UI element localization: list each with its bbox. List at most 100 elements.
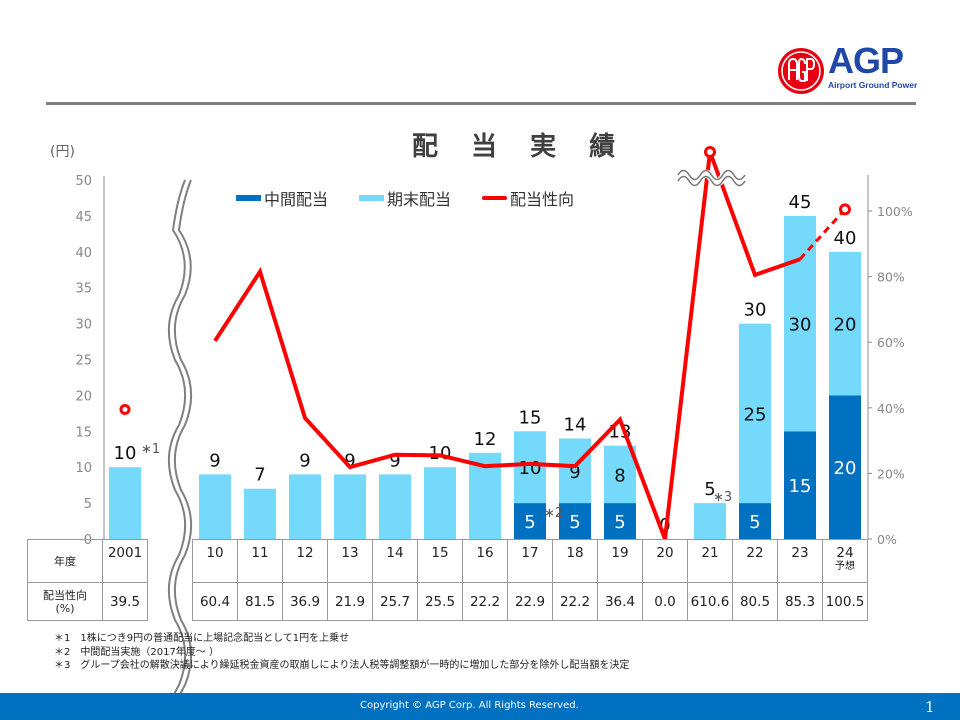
payout-marker-2001 [119,403,131,415]
scale-break-line [677,169,746,181]
y2-tick-label: 0% [877,532,897,547]
logo-name: AGP [828,40,904,81]
bar-total-label: 9 [209,450,220,471]
bar-yearend [829,251,861,396]
bar-yearend [289,474,321,539]
bar-interim [514,503,546,539]
table-cell-payout: 22.2 [462,582,508,621]
payout-marker-clipped [704,146,716,158]
table-cell-payout: 22.2 [552,582,598,621]
page-number: 1 [925,698,935,716]
footnote-2: ＊2 中間配当実施（2017年度～ ） [54,646,219,658]
bar-yearend [379,474,411,539]
table-cell-year: 19 [597,539,643,583]
footnotes: ＊1 1株につき9円の普通配当に上場記念配当として1円を上乗せ ＊2 中間配当実… [54,632,629,673]
footer-bar: Copyright © AGP Corp. All Rights Reserve… [0,693,960,720]
y-tick-label: 5 [84,497,92,512]
y2-tick-label: 40% [877,401,905,416]
bar-interim-label: 5 [749,512,760,533]
bar-yearend [604,445,636,504]
y-tick-label: 35 [75,282,92,297]
legend-item-interim: 中間配当 [236,186,328,210]
bar-yearend-label: 9 [569,462,580,483]
scale-break-line [677,175,746,187]
axis-break-bg [167,178,193,720]
table-cell-payout: 36.9 [282,582,328,621]
table-break-cell [147,582,193,621]
bar-yearend [739,323,771,504]
bar-total-label: 40 [834,228,857,249]
table-cell-payout: 610.6 [687,582,733,621]
table-cell-year: 21 [687,539,733,583]
bar-interim [784,431,816,539]
table-cell-year: 2001 [102,539,148,583]
bar-yearend [424,467,456,539]
y-tick-label: 25 [75,354,92,369]
table-cell-year: 12 [282,539,328,583]
table-header-payout: 配当性向 (%) [27,582,103,621]
table-cell-year: 16 [462,539,508,583]
bar-total-label: 9 [299,450,310,471]
bar-total-label: 9 [344,450,355,471]
logo-tagline: Airport Ground Power [828,80,918,90]
bar-interim [559,503,591,539]
payout-marker-forecast [839,203,851,216]
annotation-mark: ∗1 [141,442,160,457]
copyright-text: Copyright © AGP Corp. All Rights Reserve… [360,700,579,711]
legend-label-payout: 配当性向 [510,190,575,209]
bar-total-label: 10 [114,443,137,464]
bar-total-label: 45 [789,192,812,213]
bar-yearend-label: 20 [834,315,857,336]
table-cell-year-forecast: 24 予想 [822,539,868,583]
bar-yearend [514,431,546,504]
axis-break-line [173,179,193,720]
bar-total-label: 14 [564,414,587,435]
company-logo: AGP Airport Ground Power [776,40,926,96]
table-cell-year: 22 [732,539,778,583]
bar-yearend [694,503,726,539]
bar-yearend-label: 25 [744,404,767,425]
table-cell-year: 17 [507,539,553,583]
bar-total-label: 9 [389,450,400,471]
bar-yearend [109,467,141,539]
legend-swatch-interim [236,195,261,201]
table-cell-payout: 39.5 [102,582,148,621]
annotation-mark: ∗2 [544,506,563,521]
y-axis-unit: (円) [50,144,75,160]
annotation-mark: ∗3 [713,490,732,505]
table-row-years: 年度 2001 10 11 12 13 14 15 16 17 18 19 20… [27,539,868,583]
legend-label-interim: 中間配当 [264,190,329,209]
bar-yearend [559,438,591,504]
bar-yearend [244,488,276,539]
payout-unit: (%) [55,601,75,615]
bar-interim-label: 15 [789,476,812,497]
bar-total-label: 15 [519,407,542,428]
table-cell-year: 10 [192,539,238,583]
table-cell-year: 14 [372,539,418,583]
legend-swatch-yearend [359,195,384,201]
table-cell-payout: 80.5 [732,582,778,621]
table-cell-year: 23 [777,539,823,583]
bar-total-label: 12 [474,429,497,450]
footnote-3: ＊3 グループ会社の解散決議により繰延税金資産の取崩しにより法人税等調整額が一時… [54,660,630,671]
table-cell-payout: 100.5 [822,582,868,621]
table-header-year: 年度 [27,539,103,583]
table-cell-year: 11 [237,539,283,583]
bar-interim-label: 5 [614,512,625,533]
table-cell-payout: 60.4 [192,582,238,621]
table-year-value: 24 [836,545,854,561]
data-table: 年度 2001 10 11 12 13 14 15 16 17 18 19 20… [27,539,868,621]
legend-item-payout: 配当性向 [482,186,574,210]
axis-break-line [167,179,187,720]
y2-tick-label: 60% [877,335,905,350]
bar-yearend-label: 10 [519,458,542,479]
y2-tick-label: 100% [877,204,913,219]
y2-tick-label: 20% [877,466,905,481]
bar-total-label: 7 [254,465,265,486]
bar-interim [739,503,771,539]
bar-interim [829,395,861,539]
agp-emblem-icon [778,48,824,94]
y-tick-label: 40 [75,246,92,261]
y-tick-label: 20 [75,389,92,404]
